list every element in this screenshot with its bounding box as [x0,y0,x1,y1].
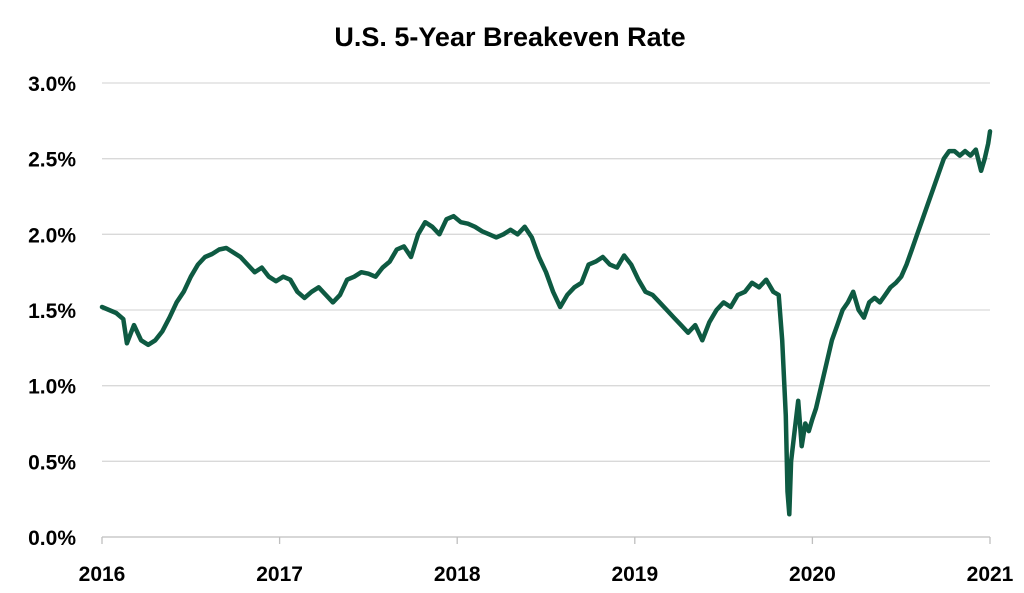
y-tick-label: 1.0% [28,376,76,399]
series-lines [99,129,993,517]
x-tick-label: 2016 [79,563,126,586]
x-tick-label: 2018 [434,563,481,586]
y-tick-label: 1.5% [28,300,76,323]
x-axis-tick-labels: 2016 2017 2018 2019 2020 2021 [79,537,1014,586]
grid-lines [102,82,990,462]
y-tick-label: 0.5% [28,451,76,474]
breakeven-rate-line [99,129,993,517]
x-tick-label: 2019 [611,563,658,586]
y-tick-label: 3.0% [28,73,76,96]
x-tick-label: 2020 [789,563,836,586]
x-tick-label: 2017 [256,563,303,586]
x-tick-label: 2021 [967,563,1014,586]
y-tick-label: 2.5% [28,149,76,172]
y-axis-tick-labels: 0.0% 0.5% 1.0% 1.5% 2.0% 2.5% 3.0% [28,73,76,550]
y-tick-label: 0.0% [28,527,76,550]
chart-title: U.S. 5-Year Breakeven Rate [334,22,685,52]
y-tick-label: 2.0% [28,224,76,247]
